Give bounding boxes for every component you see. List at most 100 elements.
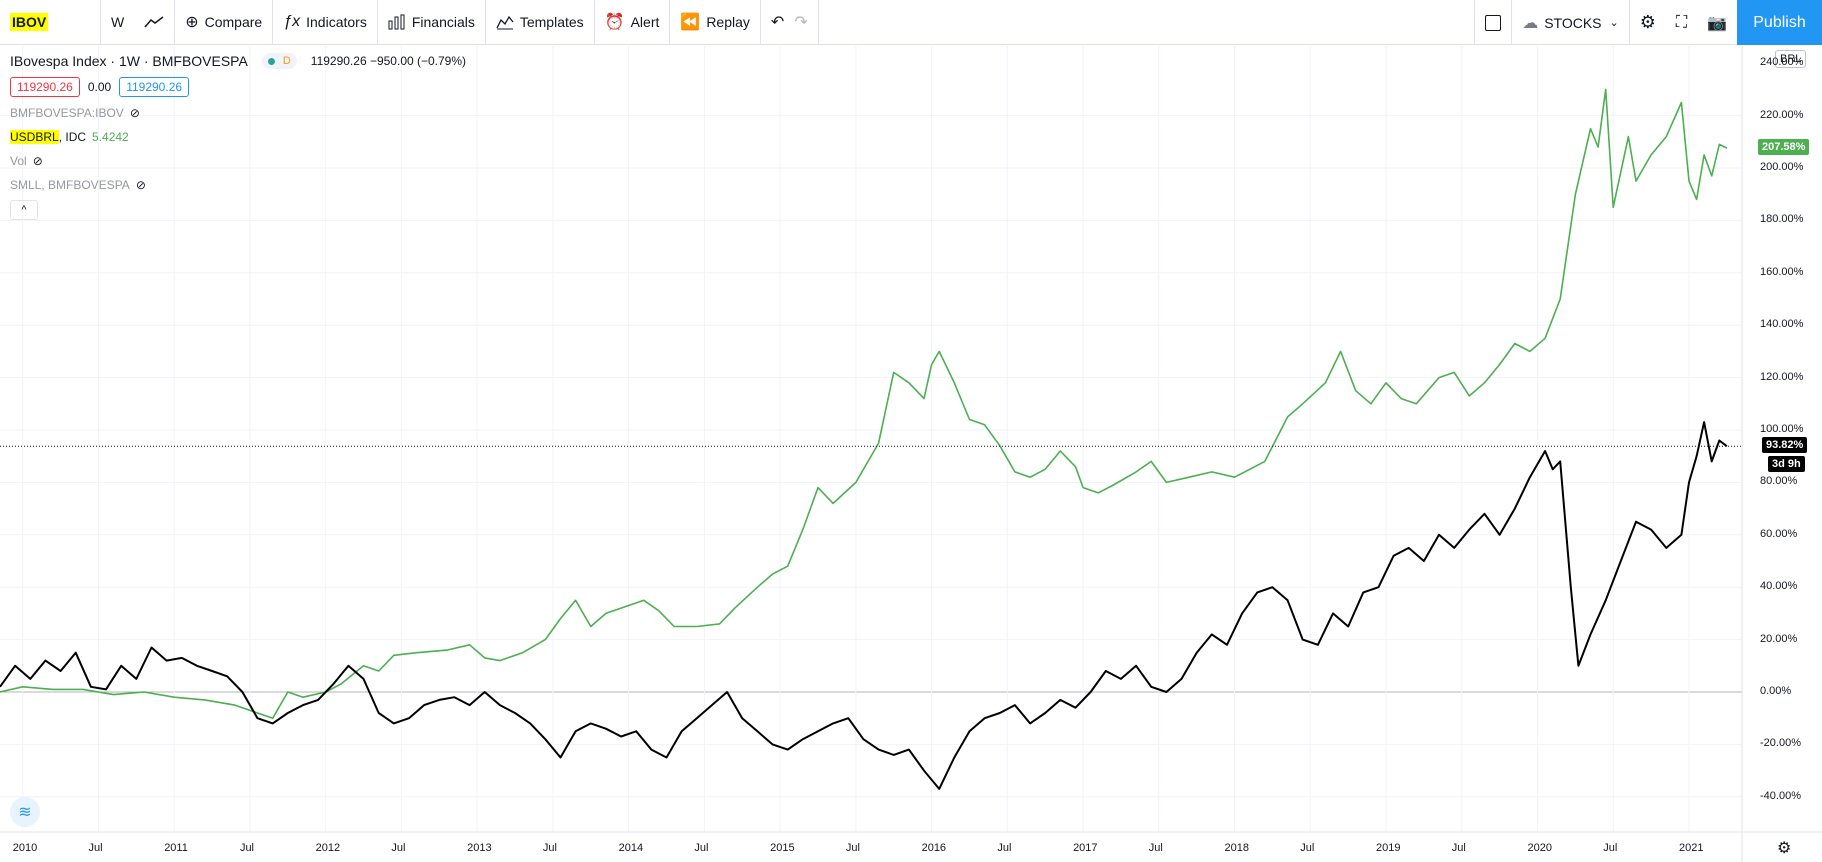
currency-button[interactable]: BRL — [1775, 50, 1807, 68]
symbol-search[interactable]: IBOV — [0, 0, 100, 45]
series-line-ibov — [0, 421, 1728, 790]
compare-usdbrl-value: 5.4242 — [92, 130, 129, 144]
price-tick-label: 60.00% — [1760, 527, 1798, 540]
undo-button[interactable]: ↶ — [761, 0, 794, 45]
replay-button[interactable]: ⏪ Replay — [670, 0, 760, 45]
time-tick-label: Jul — [845, 842, 860, 854]
time-tick-label: Jul — [542, 842, 557, 854]
eye-slash-icon[interactable]: ⊘ — [135, 178, 146, 192]
time-tick-label: 2010 — [12, 842, 38, 854]
volume-label: Vol — [10, 154, 27, 168]
financials-label: Financials — [411, 14, 475, 30]
spread-value: 0.00 — [87, 80, 112, 94]
time-tick-label: Jul — [239, 842, 254, 854]
ask-price[interactable]: 119290.26 — [119, 77, 190, 97]
alert-button[interactable]: ⏰ Alert — [595, 0, 670, 45]
compare-smll-label: SMLL, BMFBOVESPA — [10, 178, 130, 192]
axis-settings-button[interactable]: ⚙ — [1777, 838, 1791, 858]
top-toolbar: IBOV W ⊕ Compare ƒx Indicators Financial… — [0, 0, 1822, 45]
price-tick-label: -20.00% — [1760, 737, 1801, 750]
time-tick-label: 2012 — [315, 842, 341, 854]
compare-legend-ibov[interactable]: BMFBOVESPA:IBOV ⊘ — [10, 102, 466, 124]
status-dot — [267, 57, 275, 65]
market-status-badge: D — [261, 53, 297, 69]
tradingview-logo[interactable]: ≋ — [10, 797, 40, 827]
toolbar-divider — [100, 0, 101, 45]
chart-legend: IBovespa Index · 1W · BMFBOVESPA D 11929… — [10, 50, 466, 220]
gear-icon: ⚙ — [1777, 840, 1792, 857]
fullscreen-chart-button[interactable] — [1475, 0, 1511, 45]
indicators-button[interactable]: ƒx Indicators — [273, 0, 377, 45]
templates-button[interactable]: Templates — [486, 0, 594, 45]
time-tick-label: 2015 — [770, 842, 795, 854]
gear-icon: ⚙ — [1639, 12, 1656, 32]
price-tick-label: 80.00% — [1760, 475, 1798, 488]
compare-legend-usdbrl[interactable]: USDBRL , IDC 5.4242 — [10, 126, 466, 148]
time-tick-label: 2013 — [467, 842, 492, 854]
time-tick-label: 2019 — [1376, 842, 1401, 854]
settings-button[interactable]: ⚙ — [1630, 0, 1666, 45]
price-tick-label: 20.00% — [1760, 632, 1798, 645]
compare-usdbrl-symbol: USDBRL — [10, 130, 59, 144]
toolbar-divider — [593, 0, 595, 45]
templates-icon — [496, 15, 514, 30]
function-icon: ƒx — [283, 13, 301, 30]
toolbar-divider — [272, 0, 274, 45]
replay-label: Replay — [706, 14, 750, 30]
square-icon — [1485, 14, 1502, 31]
alarm-clock-icon: ⏰ — [604, 14, 625, 31]
indicators-label: Indicators — [306, 14, 367, 30]
price-tick-label: 0.00% — [1760, 685, 1792, 697]
time-tick-label: 2020 — [1527, 842, 1552, 854]
screenshot-button[interactable]: 📷 — [1697, 0, 1737, 45]
financials-button[interactable]: Financials — [378, 0, 485, 45]
time-tick-label: Jul — [88, 842, 103, 854]
compare-usdbrl-exchange: , IDC — [58, 130, 87, 144]
compare-button[interactable]: ⊕ Compare — [175, 0, 272, 45]
toolbar-divider — [1474, 0, 1476, 45]
bar-countdown-badge: 3d 9h — [1768, 456, 1805, 472]
redo-icon: ↷ — [794, 14, 808, 31]
delay-label: D — [282, 55, 291, 67]
bid-price[interactable]: 119290.26 — [10, 77, 80, 97]
publish-button[interactable]: Publish — [1737, 0, 1822, 45]
layout-menu-button[interactable]: ☁ STOCKS ⌄ — [1512, 0, 1629, 45]
price-tick-label: 180.00% — [1760, 213, 1804, 226]
main-series-values: 119290.26 −950.00 (−0.79%) — [310, 54, 467, 68]
fullscreen-button[interactable]: ⛶ — [1666, 0, 1697, 45]
toolbar-divider — [669, 0, 671, 45]
toolbar-divider — [376, 0, 378, 45]
toolbar-divider — [817, 0, 819, 45]
time-tick-label: 2017 — [1073, 842, 1098, 854]
redo-button[interactable]: ↷ — [794, 0, 817, 45]
volume-legend[interactable]: Vol ⊘ — [10, 150, 466, 172]
time-tick-label: Jul — [391, 842, 406, 854]
price-tick-label: -40.00% — [1760, 789, 1801, 802]
compare-ibov-label: BMFBOVESPA:IBOV — [10, 106, 124, 120]
chart-type-button[interactable] — [134, 0, 174, 45]
eye-slash-icon[interactable]: ⊘ — [32, 154, 43, 168]
symbol-name: IBOV — [10, 13, 49, 31]
time-tick-label: Jul — [1451, 842, 1466, 854]
bid-ask-row: 119290.26 0.00 119290.26 — [10, 74, 466, 100]
eye-slash-icon[interactable]: ⊘ — [129, 106, 140, 120]
price-tick-label: 120.00% — [1760, 370, 1804, 383]
ibov-last-value-badge: 93.82% — [1762, 437, 1808, 453]
plus-circle-icon: ⊕ — [185, 14, 199, 31]
time-tick-label: 2021 — [1678, 842, 1704, 854]
price-tick-label: 240.00% — [1760, 56, 1804, 69]
time-tick-label: 2011 — [164, 842, 188, 854]
camera-icon: 📷 — [1707, 14, 1727, 32]
logo-icon: ≋ — [18, 804, 32, 821]
time-tick-label: Jul — [694, 842, 709, 854]
interval-button[interactable]: W — [101, 0, 134, 45]
price-tick-label: 220.00% — [1760, 108, 1804, 121]
main-series-title: IBovespa Index · 1W · BMFBOVESPA — [10, 53, 248, 69]
toolbar-right-group: ☁ STOCKS ⌄ ⚙ ⛶ 📷 — [1474, 0, 1737, 45]
collapse-legend-button[interactable]: ^ — [10, 200, 38, 220]
compare-legend-smll[interactable]: SMLL, BMFBOVESPA ⊘ — [10, 174, 466, 196]
main-series-legend[interactable]: IBovespa Index · 1W · BMFBOVESPA D 11929… — [10, 50, 466, 72]
bar-chart-icon — [388, 14, 405, 30]
templates-label: Templates — [519, 14, 584, 30]
undo-icon: ↶ — [770, 14, 785, 31]
